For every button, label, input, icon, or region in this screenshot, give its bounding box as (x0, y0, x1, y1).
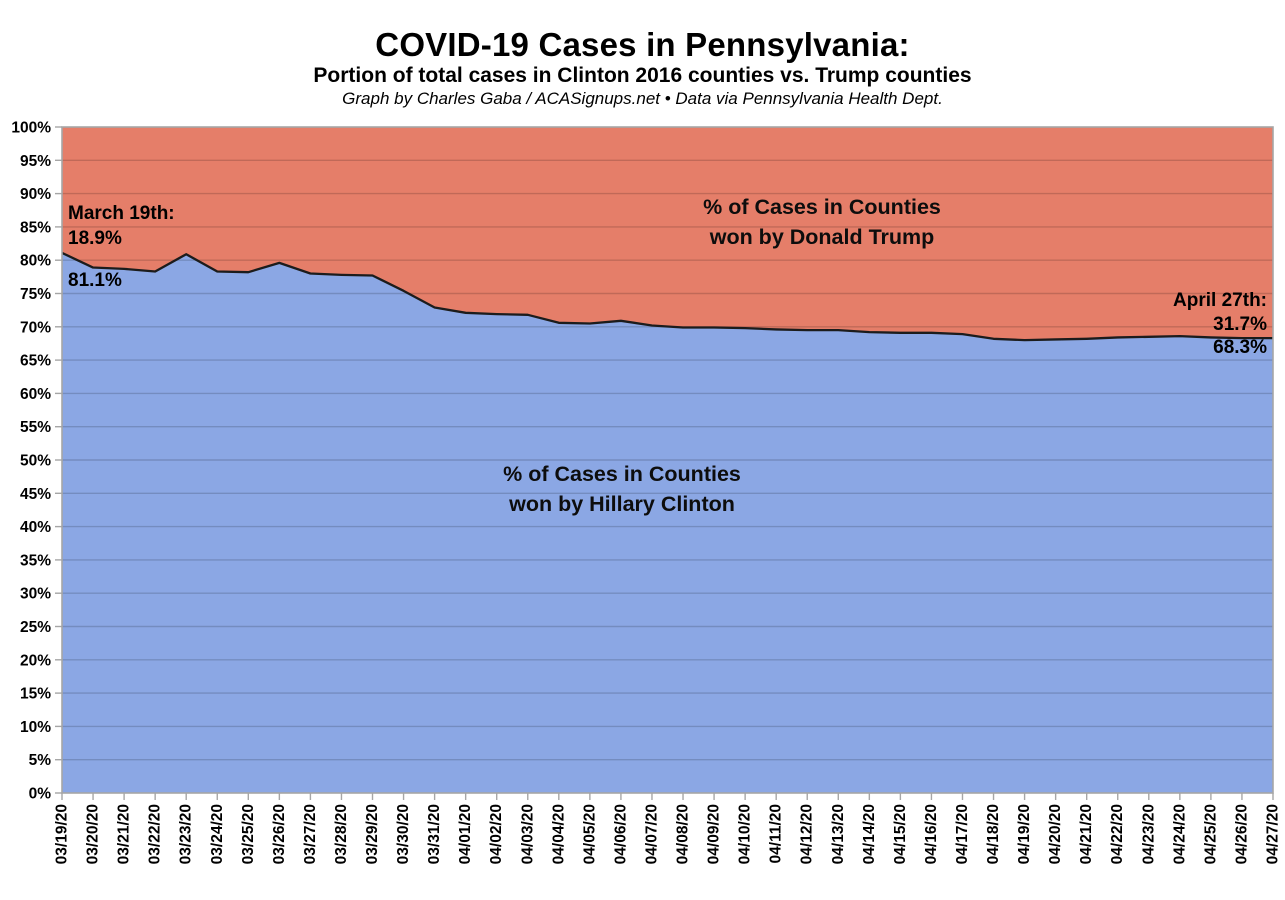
y-axis-label: 75% (20, 286, 51, 303)
y-axis-label: 35% (20, 552, 51, 569)
y-axis-label: 55% (20, 419, 51, 436)
chart-credit: Graph by Charles Gaba / ACASignups.net •… (342, 89, 943, 108)
x-axis-label: 04/11/20 (768, 804, 785, 863)
y-axis-label: 70% (20, 319, 51, 336)
x-axis-label: 03/20/20 (85, 804, 102, 864)
chart-subtitle: Portion of total cases in Clinton 2016 c… (313, 64, 972, 87)
boundary-line (61, 251, 1273, 342)
trump-area-label-line1: % of Cases in Counties (703, 195, 941, 219)
start-trump-value: 18.9% (68, 228, 122, 249)
x-axis-label: 04/26/20 (1233, 804, 1250, 864)
x-axis-label: 04/03/20 (519, 804, 536, 864)
y-axis-label: 45% (20, 486, 51, 503)
x-axis-label: 04/19/20 (1016, 804, 1033, 864)
y-axis-label: 50% (20, 453, 51, 470)
y-axis-label: 10% (20, 719, 51, 736)
y-axis-label: 40% (20, 519, 51, 536)
chart-title: COVID-19 Cases in Pennsylvania: (375, 26, 910, 63)
x-axis-label: 03/30/20 (395, 804, 412, 864)
x-axis-label: 04/16/20 (923, 804, 940, 864)
y-axis-label: 25% (20, 619, 51, 636)
x-axis-label: 03/19/20 (54, 804, 71, 864)
y-axis-label: 30% (20, 586, 51, 603)
x-axis-label: 04/07/20 (643, 804, 660, 864)
y-axis-label: 15% (20, 686, 51, 703)
y-axis-label: 80% (20, 253, 51, 270)
clinton-area-label-line1: % of Cases in Counties (503, 462, 741, 486)
x-axis-label: 04/09/20 (706, 804, 723, 864)
x-axis-label: 04/24/20 (1171, 804, 1188, 864)
clinton-area (62, 252, 1273, 793)
clinton-area-label: % of Cases in Counties won by Hillary Cl… (503, 459, 741, 519)
trump-area-label-line2: won by Donald Trump (709, 225, 935, 249)
x-axis-label: 04/05/20 (581, 804, 598, 864)
y-axis-label: 20% (20, 652, 51, 669)
x-axis-label: 03/22/20 (147, 804, 164, 864)
x-axis-label: 04/20/20 (1047, 804, 1064, 864)
trump-area (62, 127, 1273, 341)
x-axis-label: 04/12/20 (799, 804, 816, 864)
end-trump-value: 31.7% (1213, 314, 1267, 335)
x-axis-label: 04/18/20 (985, 804, 1002, 864)
end-clinton-value: 68.3% (1213, 337, 1267, 358)
y-axis-label: 100% (11, 120, 51, 137)
x-axis-label: 03/24/20 (209, 804, 226, 864)
y-axis-label: 60% (20, 386, 51, 403)
x-axis-label: 04/15/20 (892, 804, 909, 864)
x-axis-label: 03/23/20 (178, 804, 195, 864)
x-axis-label: 04/13/20 (830, 804, 847, 864)
x-axis-label: 03/27/20 (302, 804, 319, 864)
x-axis-label: 03/21/20 (116, 804, 133, 864)
x-axis-label: 04/22/20 (1109, 804, 1126, 864)
clinton-area-label-line2: won by Hillary Clinton (509, 492, 735, 516)
x-axis-label: 04/02/20 (488, 804, 505, 864)
x-axis-label: 04/21/20 (1078, 804, 1095, 864)
y-axis-label: 85% (20, 219, 51, 236)
start-date-annotation: March 19th: (68, 203, 175, 224)
x-axis-label: 04/17/20 (954, 804, 971, 864)
y-axis-label: 65% (20, 353, 51, 370)
y-axis-label: 0% (29, 786, 52, 803)
x-axis-label: 03/29/20 (364, 804, 381, 864)
x-axis-label: 04/04/20 (550, 804, 567, 864)
x-axis-label: 04/23/20 (1140, 804, 1157, 864)
x-axis-label: 03/31/20 (426, 804, 443, 864)
x-axis-label: 04/06/20 (612, 804, 629, 864)
start-clinton-value: 81.1% (68, 270, 122, 291)
x-axis-label: 03/26/20 (271, 804, 288, 864)
y-axis-label: 90% (20, 186, 51, 203)
x-axis-label: 04/25/20 (1202, 804, 1219, 864)
x-axis-label: 04/01/20 (457, 804, 474, 864)
end-date-annotation: April 27th: (1173, 290, 1267, 311)
trump-area-label: % of Cases in Counties won by Donald Tru… (703, 192, 941, 252)
y-axis-label: 5% (29, 752, 52, 769)
x-axis-label: 04/14/20 (861, 804, 878, 864)
x-axis-label: 04/08/20 (675, 804, 692, 864)
x-axis-label: 04/10/20 (737, 804, 754, 864)
x-axis-label: 04/27/20 (1265, 804, 1282, 864)
x-axis-label: 03/25/20 (240, 804, 257, 864)
y-axis-label: 95% (20, 153, 51, 170)
x-axis-label: 03/28/20 (333, 804, 350, 864)
